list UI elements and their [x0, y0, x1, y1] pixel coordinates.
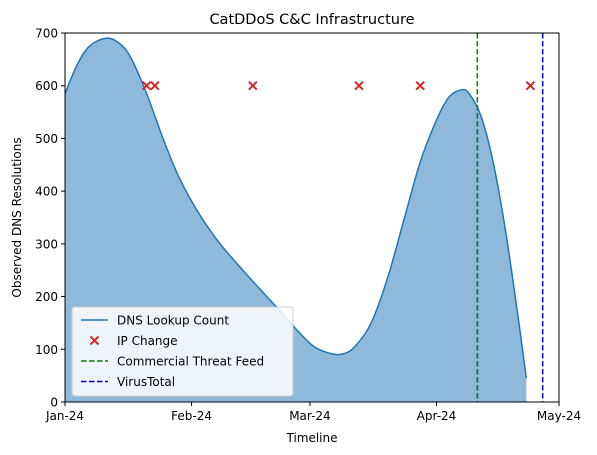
chart-title: CatDDoS C&C Infrastructure [209, 12, 414, 28]
legend: DNS Lookup Count IP Change Commercial Thre… [71, 306, 294, 397]
ip-change-marker-stroke [248, 81, 258, 91]
y-axis-label: Observed DNS Resolutions [10, 137, 24, 297]
y-tick-label: 500 [35, 132, 58, 146]
legend-label: Commercial Threat Feed [117, 355, 264, 369]
x-tick-label: May-24 [537, 409, 581, 423]
ip-change-marker [525, 81, 536, 91]
ip-change-marker-stroke [525, 81, 536, 91]
y-tick-label: 400 [35, 185, 58, 199]
legend-swatch-ip-change [89, 335, 100, 346]
ip-change-marker-stroke [354, 81, 364, 91]
x-tick-label: Apr-24 [417, 409, 457, 423]
y-tick-label: 700 [35, 27, 58, 41]
y-axis: 0 100 200 300 400 500 600 700 [35, 27, 65, 410]
y-tick-label: 200 [35, 290, 58, 304]
dns-lookup-line [64, 37, 528, 379]
legend-box [71, 306, 294, 397]
y-tick-label: 300 [35, 237, 58, 251]
ip-change-marker [354, 81, 364, 91]
ip-change-marker [141, 81, 152, 91]
legend-label: VirusTotal [117, 375, 175, 389]
ip-change-marker-stroke [150, 81, 160, 91]
legend-label: IP Change [117, 334, 178, 348]
x-axis-label: Timeline [285, 431, 337, 445]
y-tick-label: 100 [35, 343, 58, 357]
ip-change-marker [248, 81, 258, 91]
x-tick-label: Jan-24 [45, 409, 84, 423]
axes-frame [64, 32, 560, 403]
x-axis: Jan-24 Feb-24 Mar-24 Apr-24 May-24 [45, 402, 581, 423]
x-tick-label: Mar-24 [289, 409, 330, 423]
ip-change-marker [415, 81, 425, 91]
ip-change-marker-stroke [141, 81, 152, 91]
y-tick-label: 0 [50, 396, 58, 410]
x-tick-label: Feb-24 [171, 409, 212, 423]
y-tick-label: 600 [35, 79, 58, 93]
ip-change-marker-stroke [415, 81, 425, 91]
legend-label: DNS Lookup Count [117, 314, 229, 328]
ip-change-marker [150, 81, 160, 91]
